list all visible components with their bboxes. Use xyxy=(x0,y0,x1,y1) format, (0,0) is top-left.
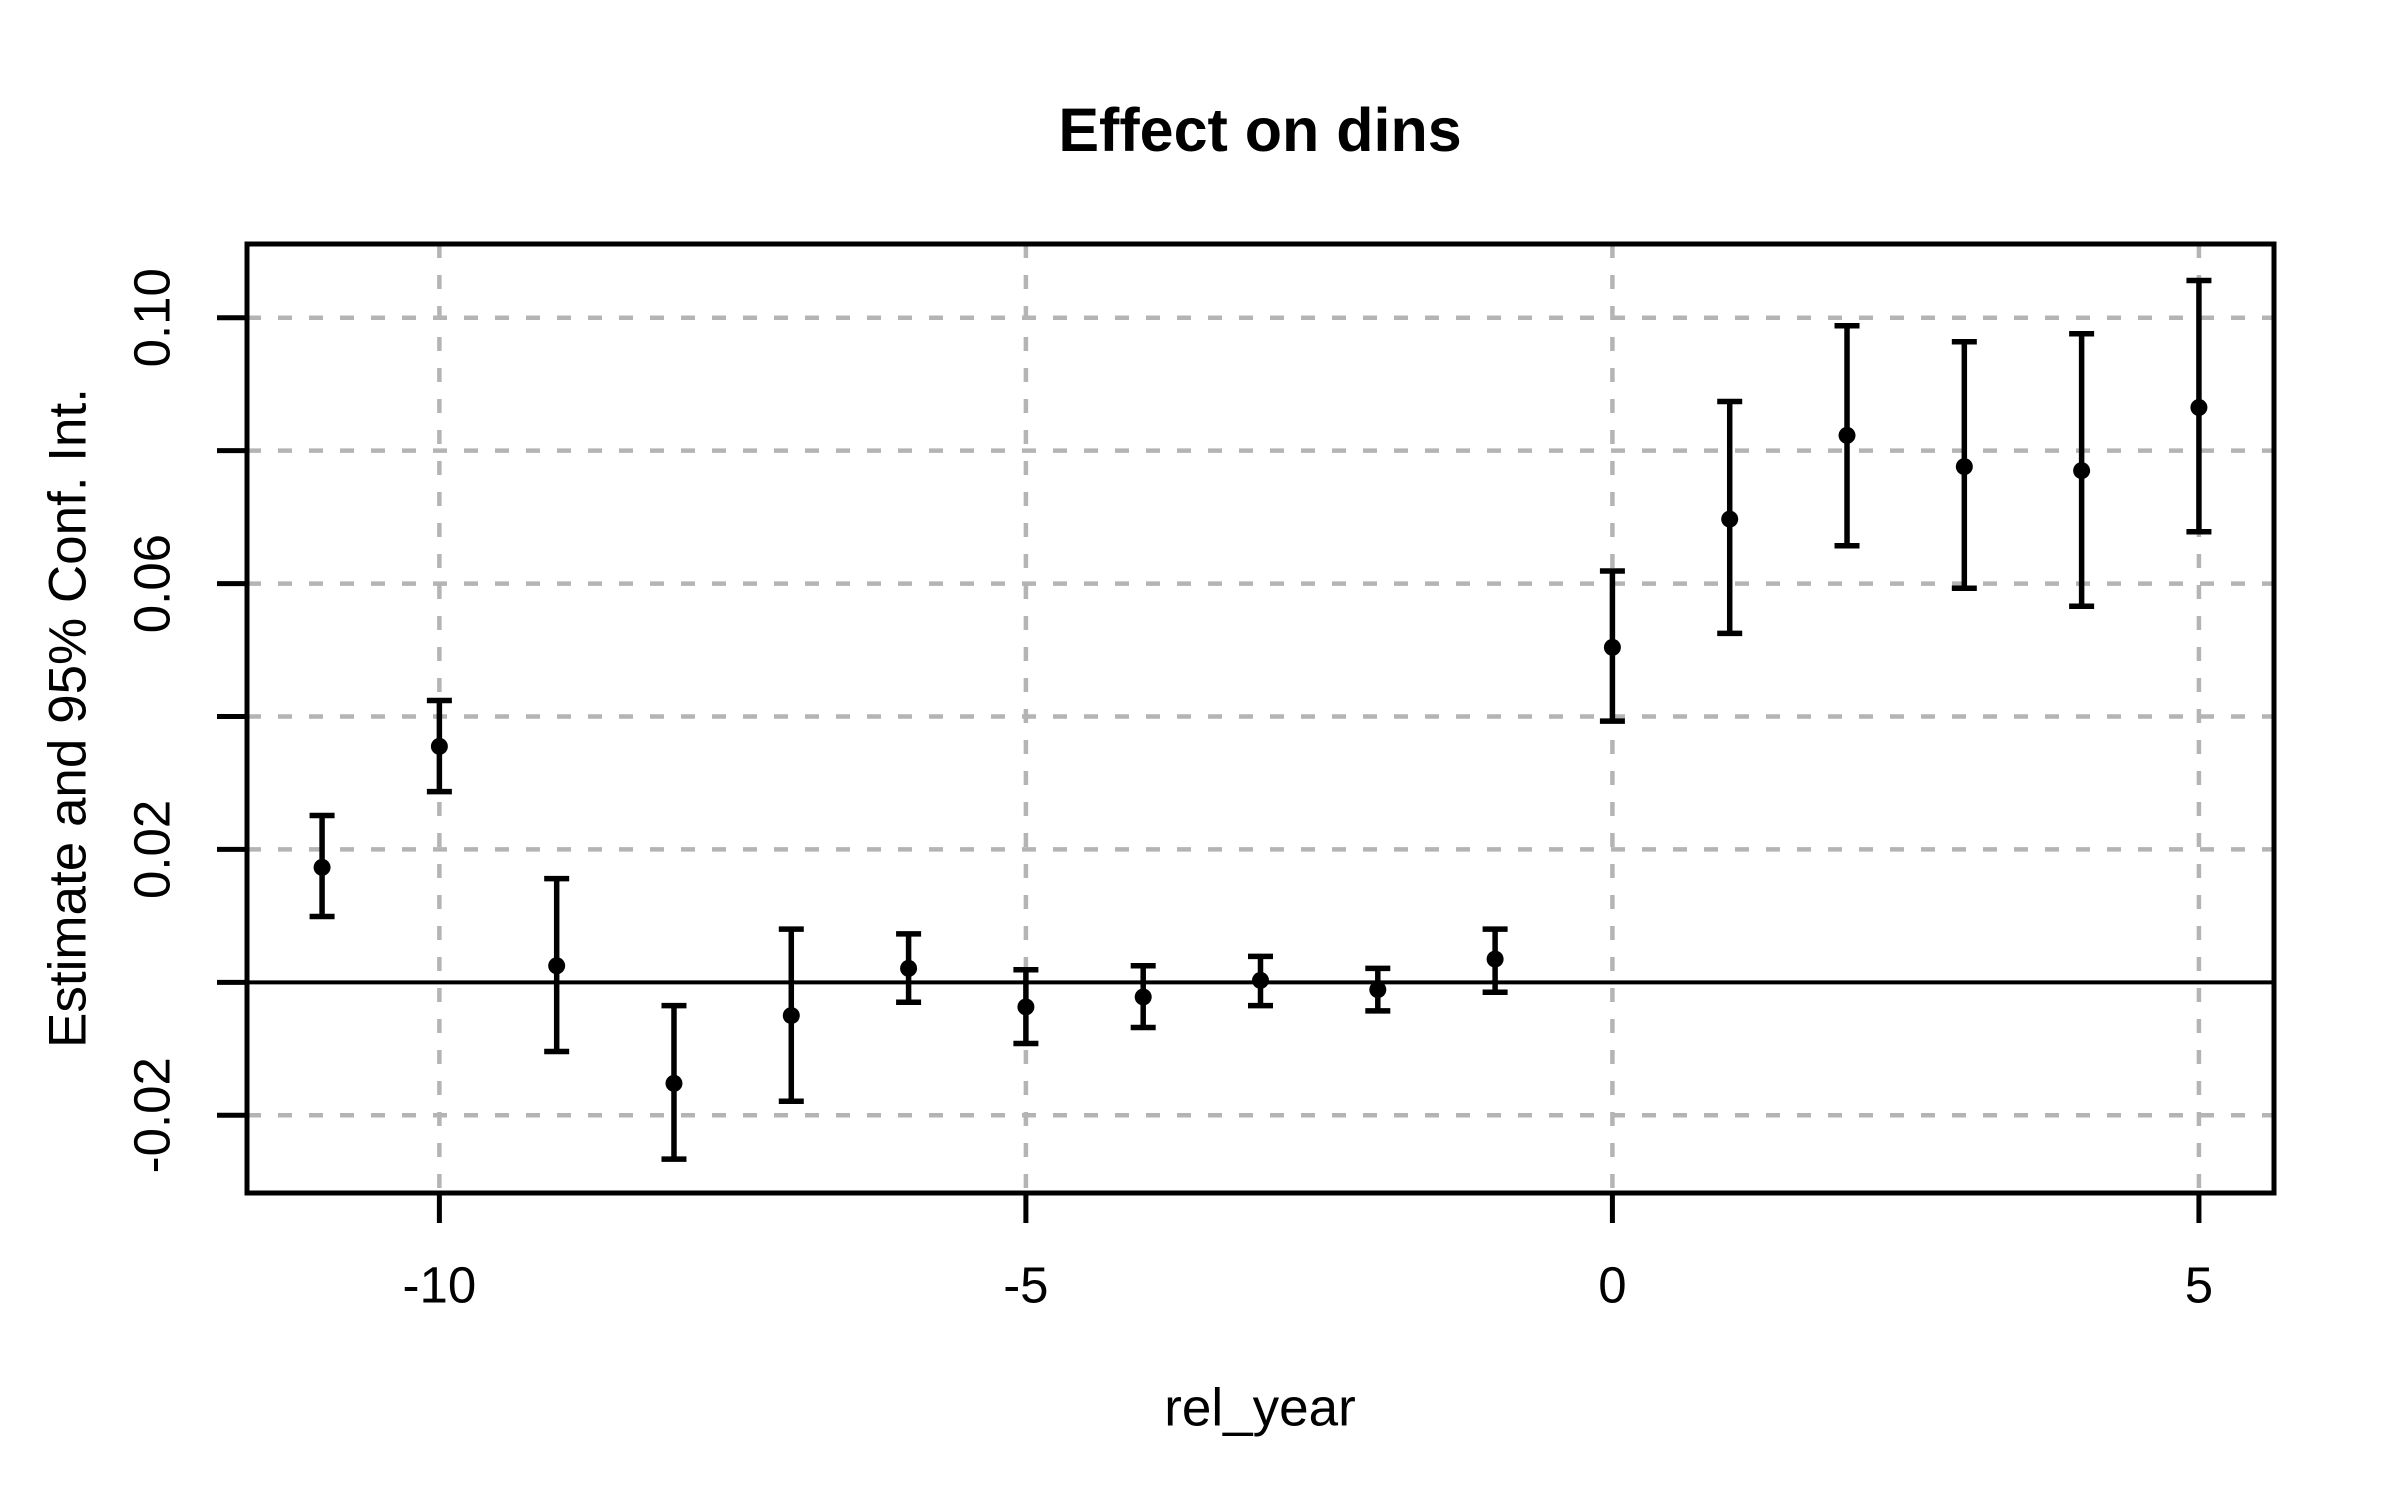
data-point xyxy=(1017,998,1035,1016)
data-point xyxy=(1134,988,1152,1006)
data-point xyxy=(782,1007,800,1025)
data-point xyxy=(1603,638,1621,656)
x-tick-label: 5 xyxy=(2185,1257,2213,1314)
data-point xyxy=(1721,510,1739,528)
data-point xyxy=(1486,950,1504,968)
data-point xyxy=(1252,971,1269,989)
data-point xyxy=(1369,981,1387,999)
data-point xyxy=(313,858,331,876)
data-series-estimates xyxy=(309,277,2212,1162)
y-tick-label: 0.10 xyxy=(124,268,181,367)
data-point xyxy=(900,959,918,977)
data-point xyxy=(548,957,566,975)
data-point xyxy=(665,1074,683,1092)
y-axis-label: Estimate and 95% Conf. Int. xyxy=(39,388,98,1048)
data-point xyxy=(2190,398,2208,416)
x-axis-label: rel_year xyxy=(1164,1379,1355,1438)
axis-ticks xyxy=(217,315,2202,1223)
axis-tick-labels: -10 -5 0 5 0.10 0.06 0.02 -0.02 xyxy=(124,268,2214,1313)
data-point xyxy=(2073,462,2091,480)
data-point xyxy=(430,737,448,755)
data-point xyxy=(1955,458,1973,476)
data-point xyxy=(1838,426,1856,444)
x-tick-label: 0 xyxy=(1598,1257,1626,1314)
chart-title: Effect on dins xyxy=(1058,96,1461,164)
x-tick-label: -10 xyxy=(403,1257,477,1314)
x-tick-label: -5 xyxy=(1003,1257,1048,1314)
y-tick-label: -0.02 xyxy=(124,1057,181,1173)
y-tick-label: 0.02 xyxy=(124,800,181,899)
y-tick-label: 0.06 xyxy=(124,534,181,633)
